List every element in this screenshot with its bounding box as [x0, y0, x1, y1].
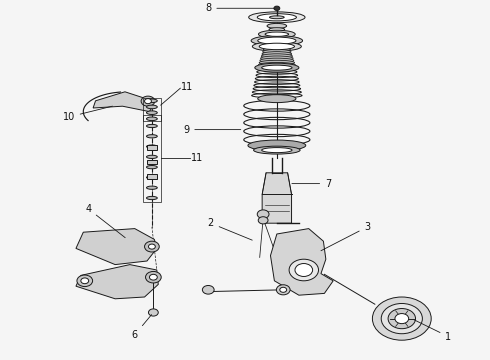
Bar — [143, 98, 161, 121]
Circle shape — [141, 96, 155, 106]
Circle shape — [276, 285, 290, 295]
Ellipse shape — [147, 166, 157, 169]
Bar — [143, 115, 161, 202]
Circle shape — [77, 275, 93, 287]
Circle shape — [295, 264, 313, 276]
Ellipse shape — [269, 28, 285, 31]
Circle shape — [381, 303, 422, 334]
Circle shape — [202, 285, 214, 294]
Ellipse shape — [259, 30, 295, 38]
Ellipse shape — [259, 63, 295, 67]
Ellipse shape — [262, 52, 292, 57]
Text: 11: 11 — [191, 153, 203, 163]
Text: 11: 11 — [181, 82, 194, 93]
Text: 4: 4 — [85, 204, 125, 238]
Circle shape — [149, 274, 157, 280]
Text: 9: 9 — [183, 125, 241, 135]
Ellipse shape — [252, 42, 301, 51]
Polygon shape — [270, 229, 333, 295]
Text: 10: 10 — [62, 106, 112, 122]
Circle shape — [148, 244, 155, 249]
Ellipse shape — [262, 65, 292, 70]
Ellipse shape — [147, 176, 157, 179]
Circle shape — [280, 287, 287, 292]
Ellipse shape — [147, 117, 157, 121]
Text: 8: 8 — [205, 3, 274, 13]
Polygon shape — [262, 173, 292, 223]
Text: 7: 7 — [292, 179, 331, 189]
Polygon shape — [76, 265, 158, 299]
Ellipse shape — [258, 95, 296, 103]
Circle shape — [289, 259, 318, 281]
Ellipse shape — [270, 16, 284, 19]
Ellipse shape — [248, 140, 306, 151]
Ellipse shape — [265, 32, 289, 36]
Polygon shape — [76, 229, 157, 265]
Ellipse shape — [147, 186, 157, 189]
Ellipse shape — [147, 99, 157, 103]
Circle shape — [258, 217, 268, 224]
Circle shape — [372, 297, 431, 340]
Ellipse shape — [248, 12, 305, 23]
Ellipse shape — [147, 135, 157, 138]
Ellipse shape — [262, 148, 292, 153]
Ellipse shape — [147, 155, 157, 158]
Circle shape — [145, 241, 159, 252]
Ellipse shape — [147, 197, 157, 199]
Bar — [147, 160, 157, 164]
Ellipse shape — [257, 14, 296, 21]
Circle shape — [146, 271, 161, 283]
Ellipse shape — [254, 146, 300, 154]
Circle shape — [395, 314, 409, 324]
Ellipse shape — [261, 54, 293, 59]
Bar — [147, 174, 157, 179]
Ellipse shape — [259, 43, 294, 50]
Ellipse shape — [147, 105, 157, 109]
Ellipse shape — [258, 37, 296, 44]
Ellipse shape — [147, 111, 157, 114]
Bar — [147, 145, 157, 150]
Ellipse shape — [263, 49, 291, 54]
Ellipse shape — [147, 125, 157, 128]
Ellipse shape — [259, 60, 294, 65]
Circle shape — [257, 210, 269, 219]
Text: 1: 1 — [414, 320, 451, 342]
Text: 2: 2 — [208, 218, 252, 240]
Circle shape — [148, 309, 158, 316]
Ellipse shape — [251, 36, 303, 46]
Circle shape — [81, 278, 89, 284]
Ellipse shape — [261, 56, 293, 60]
Text: 3: 3 — [321, 222, 370, 251]
Circle shape — [145, 99, 151, 104]
Circle shape — [274, 6, 280, 10]
Polygon shape — [93, 92, 153, 112]
Ellipse shape — [255, 63, 299, 72]
Text: 6: 6 — [132, 315, 151, 340]
Ellipse shape — [264, 48, 290, 52]
Ellipse shape — [267, 23, 287, 28]
Ellipse shape — [147, 145, 157, 148]
Circle shape — [388, 309, 416, 329]
Ellipse shape — [260, 58, 294, 63]
